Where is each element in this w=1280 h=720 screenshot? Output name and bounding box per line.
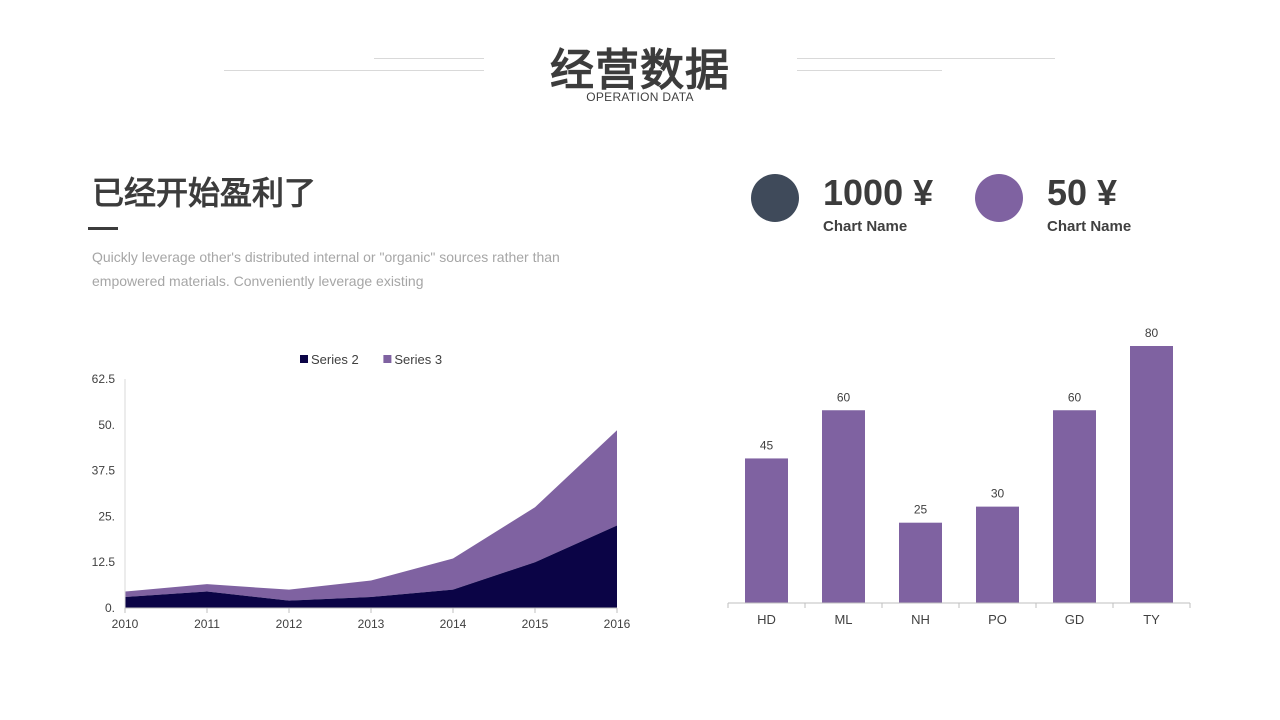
kpi-label-2: Chart Name [1047, 218, 1132, 235]
kpi-dot-2 [975, 174, 1023, 222]
bar-data-label: 60 [1068, 390, 1082, 404]
page-subtitle: OPERATION DATA [586, 90, 694, 104]
bar-nh [899, 522, 942, 603]
area-x-tick-label: 2015 [522, 617, 549, 631]
bar-category-label: NH [911, 612, 930, 627]
bar-data-label: 30 [991, 487, 1005, 501]
bar-data-label: 25 [914, 503, 928, 517]
bar-gd [1053, 410, 1096, 603]
bar-data-label: 45 [760, 438, 774, 452]
header-rule-right-top [797, 58, 1055, 59]
bar-category-label: ML [834, 612, 852, 627]
legend-swatch-series-3 [383, 355, 392, 363]
area-y-tick-label: 37.5 [92, 464, 116, 478]
legend-label-series-2: Series 2 [311, 352, 359, 367]
bar-po [976, 506, 1019, 603]
area-series-series-2 [125, 525, 617, 608]
bar-category-label: PO [988, 612, 1007, 627]
legend-label-series-3: Series 3 [394, 352, 442, 367]
legend-swatch-series-2 [300, 355, 308, 363]
area-y-tick-label: 25. [98, 509, 115, 523]
area-series-series-3 [125, 430, 617, 601]
heading-accent-rule [88, 227, 118, 230]
bar-category-label: TY [1143, 612, 1160, 627]
area-x-tick-label: 2016 [604, 617, 631, 631]
bar-data-label: 80 [1145, 326, 1159, 340]
bar-data-label: 60 [837, 390, 851, 404]
area-y-tick-label: 62.5 [92, 372, 116, 386]
section-description: Quickly leverage other's distributed int… [92, 249, 560, 289]
area-x-tick-label: 2014 [440, 617, 467, 631]
header-rule-left-bottom [224, 70, 484, 71]
kpi-dot-1 [751, 174, 799, 222]
page-title: 经营数据 [550, 46, 730, 95]
bar-ml [822, 410, 865, 603]
area-x-tick-label: 2010 [112, 617, 139, 631]
section-heading: 已经开始盈利了 [92, 175, 317, 211]
kpi-label-1: Chart Name [823, 218, 908, 235]
area-x-tick-label: 2012 [276, 617, 303, 631]
kpi-value-1: 1000 ¥ [823, 172, 934, 213]
area-y-tick-label: 50. [98, 418, 115, 432]
area-y-tick-label: 0. [105, 601, 115, 615]
header-rule-right-bottom [797, 70, 942, 71]
kpi-value-2: 50 ¥ [1047, 172, 1118, 213]
header-rule-left-top [374, 58, 484, 59]
area-x-tick-label: 2013 [358, 617, 385, 631]
bar-ty [1130, 346, 1173, 603]
bar-category-label: GD [1065, 612, 1085, 627]
bar-hd [745, 458, 788, 603]
bar-category-label: HD [757, 612, 776, 627]
area-y-tick-label: 12.5 [92, 555, 116, 569]
area-x-tick-label: 2011 [194, 617, 220, 631]
